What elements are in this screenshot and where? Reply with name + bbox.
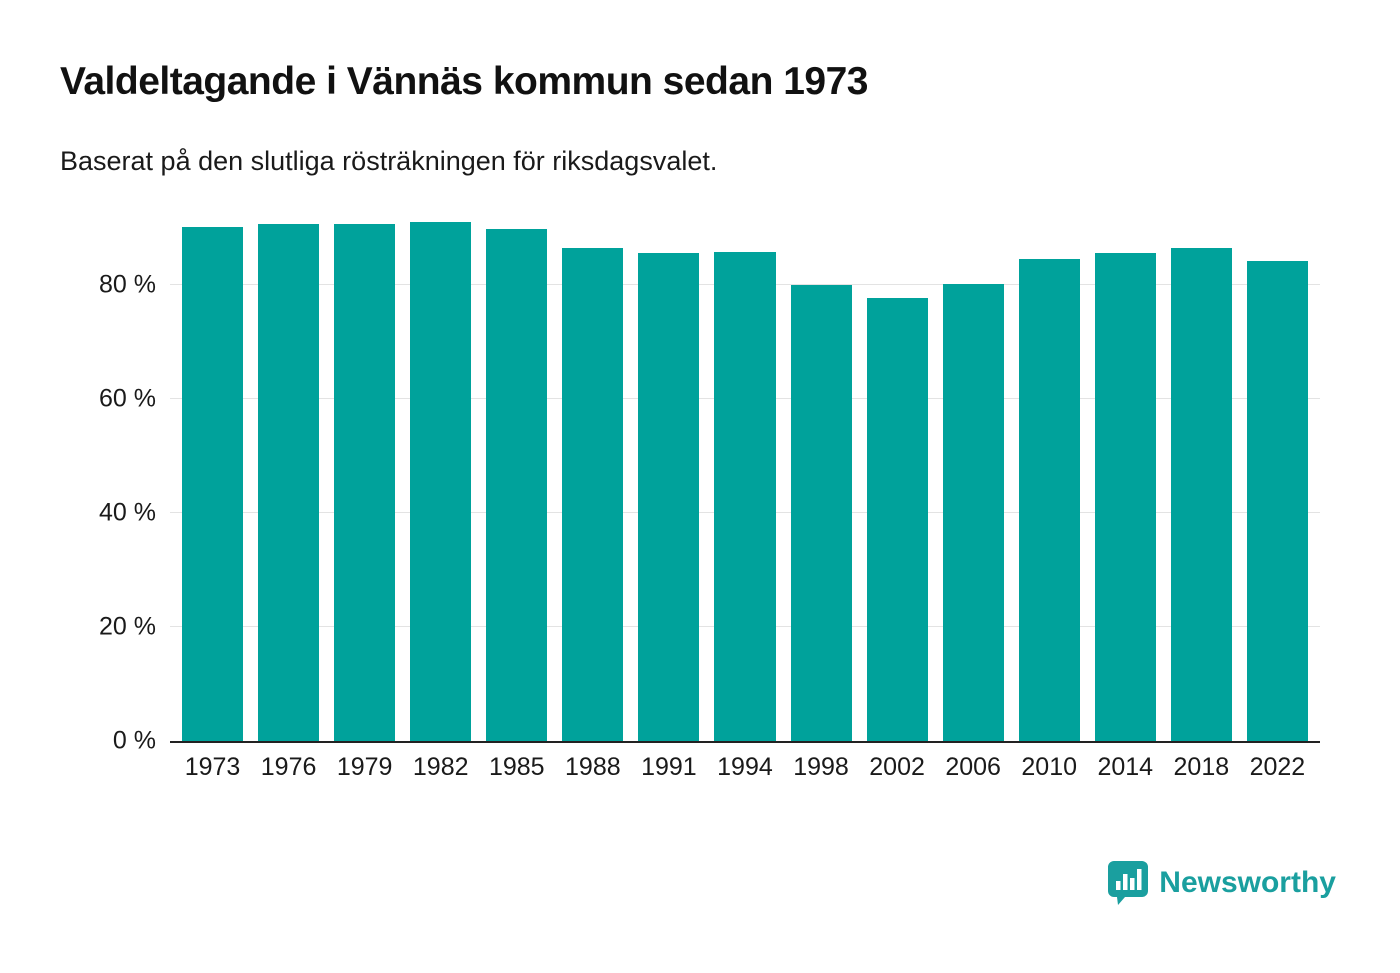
x-tick-label: 2010 xyxy=(1021,753,1078,781)
x-tick-label: 1988 xyxy=(565,753,621,781)
x-tick-label: 2002 xyxy=(869,753,925,781)
bar xyxy=(562,248,624,741)
bar xyxy=(486,229,548,741)
x-tick-label: 1976 xyxy=(260,753,317,781)
bar xyxy=(790,285,852,741)
y-tick-label: 0 % xyxy=(112,726,156,755)
bar xyxy=(866,297,928,741)
bar xyxy=(942,283,1004,741)
bar xyxy=(258,224,320,741)
x-tick-label: 1973 xyxy=(184,753,241,781)
x-tick-label: 2018 xyxy=(1173,753,1230,781)
brand-name: Newsworthy xyxy=(1159,866,1336,899)
x-tick-label: 1982 xyxy=(412,753,469,781)
page-subtitle: Baserat på den slutliga rösträkningen fö… xyxy=(60,146,718,176)
bar xyxy=(334,224,396,741)
y-tick-label: 80 % xyxy=(99,270,156,299)
bar xyxy=(638,252,700,741)
x-tick-label: 1979 xyxy=(336,753,393,781)
x-tick-label: 2014 xyxy=(1097,753,1154,781)
bar xyxy=(1170,248,1232,741)
x-tick-label: 2006 xyxy=(945,753,1001,781)
x-tick-label: 1998 xyxy=(793,753,849,781)
x-tick-label: 2022 xyxy=(1249,753,1306,781)
y-tick-label: 60 % xyxy=(99,384,156,413)
x-tick-label: 1994 xyxy=(717,753,773,781)
y-axis-labels: 0 % 20 % 40 % 60 % 80 % xyxy=(60,219,156,755)
page-title: Valdeltagande i Vännäs kommun sedan 1973 xyxy=(60,60,869,103)
x-tick-label: 1991 xyxy=(641,753,697,781)
y-tick-label: 20 % xyxy=(99,612,156,641)
newsworthy-logo: Newsworthy xyxy=(1107,860,1336,906)
newsworthy-logo-icon xyxy=(1108,861,1149,905)
bar xyxy=(1246,261,1308,741)
bars xyxy=(182,219,1308,741)
bar xyxy=(1018,259,1080,741)
bar-chart: 0 % 20 % 40 % 60 % 80 % 1973 1976 1979 1982 1985… xyxy=(60,219,1340,782)
bar xyxy=(182,226,244,741)
y-tick-label: 40 % xyxy=(99,498,156,527)
x-tick-label: 1985 xyxy=(488,753,545,781)
x-axis-labels: 1973 1976 1979 1982 1985 1988 1991 1994 1998 2002… xyxy=(170,743,1320,782)
bar xyxy=(410,221,472,741)
bar xyxy=(714,252,776,741)
footer: Newsworthy xyxy=(60,860,1340,906)
plot-area xyxy=(170,219,1320,743)
bar xyxy=(1094,252,1156,741)
